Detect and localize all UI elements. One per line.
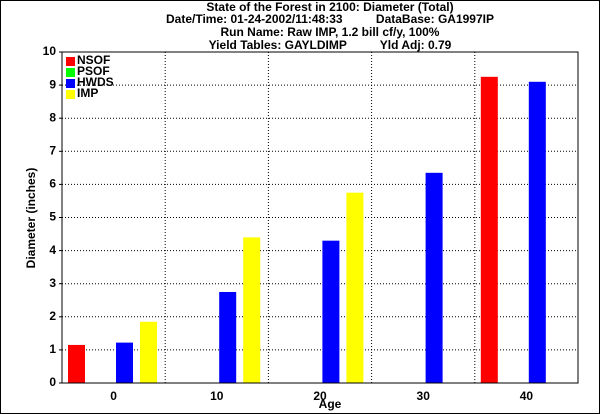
y-tick-label: 6 xyxy=(49,177,56,191)
y-tick-label: 4 xyxy=(49,243,56,257)
legend-label: HWDS xyxy=(77,75,114,89)
legend-label: IMP xyxy=(77,86,98,100)
x-tick-label: 40 xyxy=(520,389,534,403)
y-tick-label: 5 xyxy=(49,210,56,224)
chart-title: State of the Forest in 2100: Diameter (T… xyxy=(206,0,453,14)
x-tick-label: 10 xyxy=(210,389,224,403)
legend-label: PSOF xyxy=(77,64,110,78)
legend-swatch xyxy=(66,57,75,66)
plot-border xyxy=(61,51,579,384)
y-tick-label: 7 xyxy=(49,143,56,157)
bar xyxy=(219,291,237,383)
y-tick-label: 9 xyxy=(49,77,56,91)
x-tick-label: 20 xyxy=(313,389,327,403)
subtitle: Date/Time: 01-24-2002/11:48:33 DataBase:… xyxy=(166,12,494,26)
bar xyxy=(425,172,443,383)
bar xyxy=(243,237,261,383)
subtitle: Run Name: Raw IMP, 1.2 bill cf/y, 100% xyxy=(221,25,440,39)
y-tick-label: 3 xyxy=(49,276,56,290)
y-tick-label: 1 xyxy=(49,342,56,356)
bar xyxy=(322,240,340,383)
y-tick-label: 10 xyxy=(43,44,57,58)
bar xyxy=(140,321,157,383)
bar xyxy=(116,342,133,383)
y-tick-label: 8 xyxy=(49,110,56,124)
y-tick-label: 2 xyxy=(49,309,56,323)
legend-swatch xyxy=(66,68,75,77)
bar xyxy=(528,81,546,383)
legend-label: NSOF xyxy=(77,53,110,67)
subtitle: Yield Tables: GAYLDIMP Yld Adj: 0.79 xyxy=(209,38,452,52)
bar xyxy=(346,192,364,383)
bar xyxy=(480,76,498,383)
legend-swatch xyxy=(66,79,75,88)
x-axis-label: Age xyxy=(319,397,342,411)
y-axis-label: Diameter (inches) xyxy=(24,168,38,269)
x-tick-label: 30 xyxy=(417,389,431,403)
y-tick-label: 0 xyxy=(49,375,56,389)
legend-swatch xyxy=(66,90,75,99)
x-tick-label: 0 xyxy=(110,389,117,403)
bar xyxy=(68,344,85,383)
